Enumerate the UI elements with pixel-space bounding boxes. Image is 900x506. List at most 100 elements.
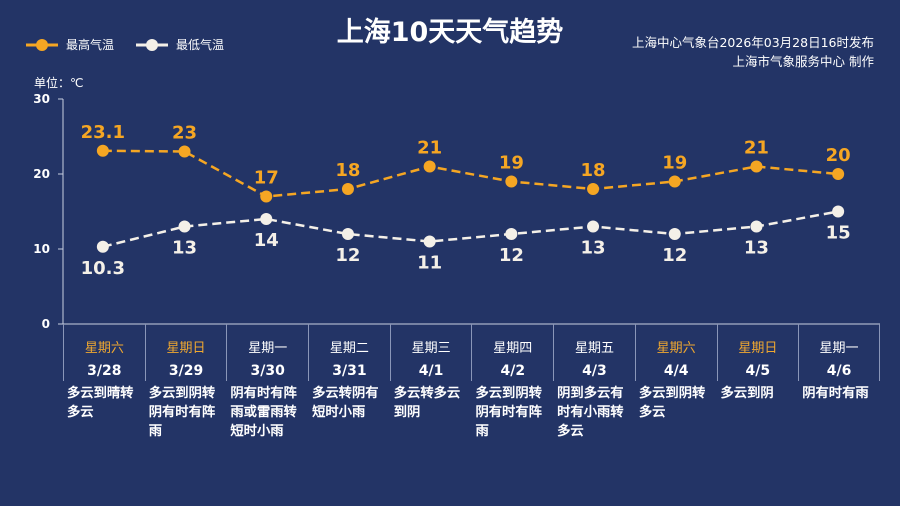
data-point (178, 145, 191, 158)
data-point (505, 175, 518, 188)
legend-high-label: 最高气温 (66, 38, 115, 52)
weekday-label: 星期一 (819, 341, 859, 356)
data-label: 15 (826, 223, 851, 244)
data-point (750, 220, 763, 233)
weather-description: 多云到阴转多云 (638, 386, 706, 420)
data-label: 19 (499, 153, 524, 174)
data-label: 13 (744, 238, 769, 259)
data-label: 21 (417, 138, 442, 159)
data-label: 12 (499, 245, 524, 266)
data-label: 23.1 (81, 122, 125, 143)
date-label: 4/3 (582, 363, 607, 379)
weather-description: 多云转阴有短时小雨 (312, 386, 379, 420)
issuer-line2: 上海市气象服务中心 制作 (732, 54, 874, 69)
data-point (668, 228, 681, 240)
day-header-row: 星期六 3/28 星期日 3/29 星期一 3/30 星期二 3/31 星期三 4/1 星期四 4/2… (63, 324, 880, 381)
date-label: 3/29 (168, 363, 204, 379)
date-label: 4/2 (500, 363, 526, 379)
data-point (260, 190, 273, 203)
data-label: 11 (417, 253, 442, 274)
day-column: 星期二 3/31 (308, 324, 390, 381)
data-label: 13 (172, 238, 197, 259)
weather-description: 多云到阴转阴有时有阵雨 (148, 386, 216, 439)
data-point (178, 220, 191, 233)
series-line-low (102, 210, 839, 248)
weather-description: 阴到多云有时有小雨转多云 (557, 386, 624, 439)
page-title: 上海10天天气趋势 (336, 17, 564, 48)
weather-description: 阴有时有雨 (802, 386, 869, 401)
weather-row: 多云到晴转多云 多云到阴转阴有时有阵雨 阴有时有阵雨或雷雨转短时小雨 多云转阴有短时小… (63, 384, 880, 441)
issuer-info: 上海中心气象台2026年03月28日16时发布 上海市气象服务中心 制作 (632, 33, 874, 71)
data-label: 20 (826, 145, 851, 166)
weather-description: 阴有时有阵雨或雷雨转短时小雨 (230, 386, 297, 439)
weekday-label: 星期日 (166, 341, 206, 356)
high-marker-icon (26, 38, 58, 51)
data-label: 18 (581, 160, 606, 181)
legend-low: 最低气温 (136, 36, 224, 53)
data-label: 13 (581, 238, 606, 259)
date-label: 4/1 (418, 363, 444, 379)
legend: 最高气温 最低气温 (26, 36, 224, 53)
day-column: 星期四 4/2 (471, 324, 553, 381)
data-point (260, 213, 273, 225)
data-point (750, 160, 763, 173)
data-point (96, 240, 109, 253)
weekday-label: 星期一 (248, 341, 288, 356)
data-label: 19 (662, 153, 687, 174)
data-point (423, 160, 436, 173)
date-label: 4/5 (745, 363, 771, 379)
data-point (668, 175, 681, 188)
weather-description: 多云到阴 (720, 386, 774, 401)
data-label: 23 (172, 123, 197, 144)
y-tick-label: 10 (33, 242, 50, 256)
data-label: 14 (254, 230, 279, 251)
date-label: 4/4 (663, 363, 689, 379)
day-column: 星期一 3/30 (226, 324, 308, 381)
data-point (832, 168, 845, 180)
legend-low-label: 最低气温 (176, 38, 225, 52)
day-column: 星期六 3/28 (63, 324, 145, 381)
day-column: 星期五 4/3 (553, 324, 635, 381)
day-column: 星期六 4/4 (634, 324, 717, 381)
data-point (832, 205, 845, 218)
data-point (505, 228, 518, 240)
weekday-label: 星期日 (738, 341, 778, 356)
data-point (423, 235, 436, 248)
data-label: 12 (335, 245, 360, 266)
date-label: 4/6 (826, 363, 852, 379)
date-label: 3/31 (332, 363, 367, 379)
data-label: 17 (254, 168, 279, 189)
day-column: 星期日 4/5 (716, 324, 799, 381)
day-column: 星期日 3/29 (144, 324, 227, 381)
weather-description: 多云到晴转多云 (67, 386, 134, 420)
weather-description: 多云转多云到阴 (393, 386, 461, 420)
data-point (587, 183, 600, 195)
weekday-label: 星期四 (493, 341, 533, 356)
series-line-high (102, 149, 839, 198)
weekday-label: 星期三 (411, 341, 451, 356)
data-label: 12 (662, 245, 687, 266)
day-column: 星期一 4/6 (798, 324, 880, 381)
data-point (96, 144, 109, 157)
y-tick-label: 30 (33, 92, 50, 106)
date-label: 3/30 (250, 363, 285, 379)
data-point (341, 228, 354, 240)
weekday-label: 星期六 (656, 341, 696, 356)
y-tick-label: 20 (33, 167, 50, 181)
data-label: 18 (335, 160, 360, 181)
issuer-line1: 上海中心气象台2026年03月28日16时发布 (631, 35, 874, 50)
weekday-label: 星期六 (84, 341, 124, 356)
weekday-label: 星期五 (574, 341, 614, 356)
weekday-label: 星期二 (329, 341, 369, 356)
legend-high: 最高气温 (26, 36, 114, 53)
y-axis-unit: 单位：℃ (34, 76, 84, 90)
weather-description: 多云到阴转阴有时有阵雨 (475, 386, 542, 439)
data-point (587, 220, 600, 233)
day-column: 星期三 4/1 (389, 324, 472, 381)
low-marker-icon (136, 38, 169, 51)
data-point (341, 183, 354, 195)
date-label: 3/28 (87, 363, 122, 379)
data-label: 21 (744, 138, 769, 159)
y-tick-label: 0 (42, 317, 50, 331)
